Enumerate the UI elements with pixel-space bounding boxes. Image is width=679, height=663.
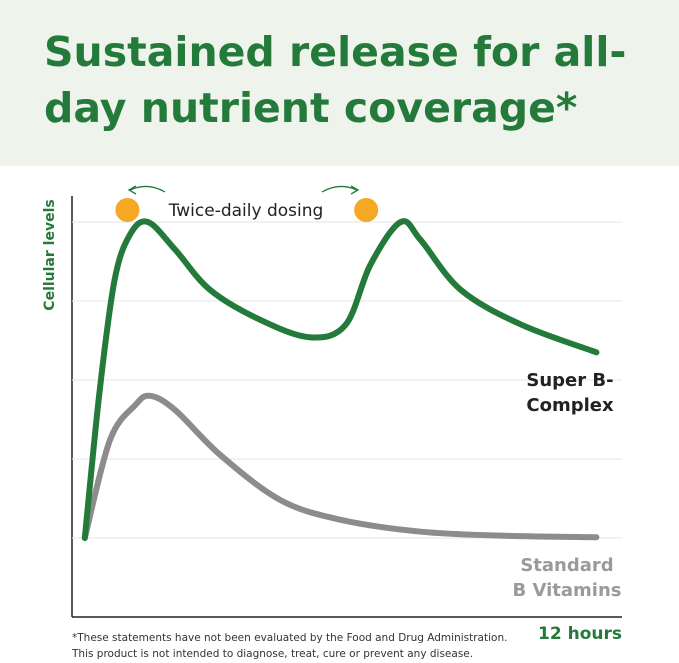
header: Sustained release for all-day nutrient c… <box>0 0 679 166</box>
arrow <box>321 185 358 193</box>
line <box>81 392 600 541</box>
annotation: Twice-daily dosing <box>168 201 324 221</box>
footnote-line: This product is not intended to diagnose… <box>72 648 474 660</box>
series-label: Super B-Complex <box>526 370 614 416</box>
grid <box>72 221 622 539</box>
y-axis-label: Cellular levels <box>42 199 58 310</box>
arrow <box>129 185 166 193</box>
arrow-head <box>350 185 360 195</box>
dose-marker <box>354 198 379 222</box>
footnote-line: *These statements have not been evaluate… <box>72 632 508 644</box>
dose-marker <box>115 198 140 222</box>
line <box>81 218 600 541</box>
footnote: *These statements have not been evaluate… <box>72 630 507 662</box>
lines <box>81 218 600 541</box>
chart-title: Sustained release for all-day nutrient c… <box>44 28 627 132</box>
x-axis-label: 12 hours <box>538 624 622 644</box>
arrow-head <box>127 185 137 195</box>
series-label: Standard B Vitamins <box>512 555 622 601</box>
